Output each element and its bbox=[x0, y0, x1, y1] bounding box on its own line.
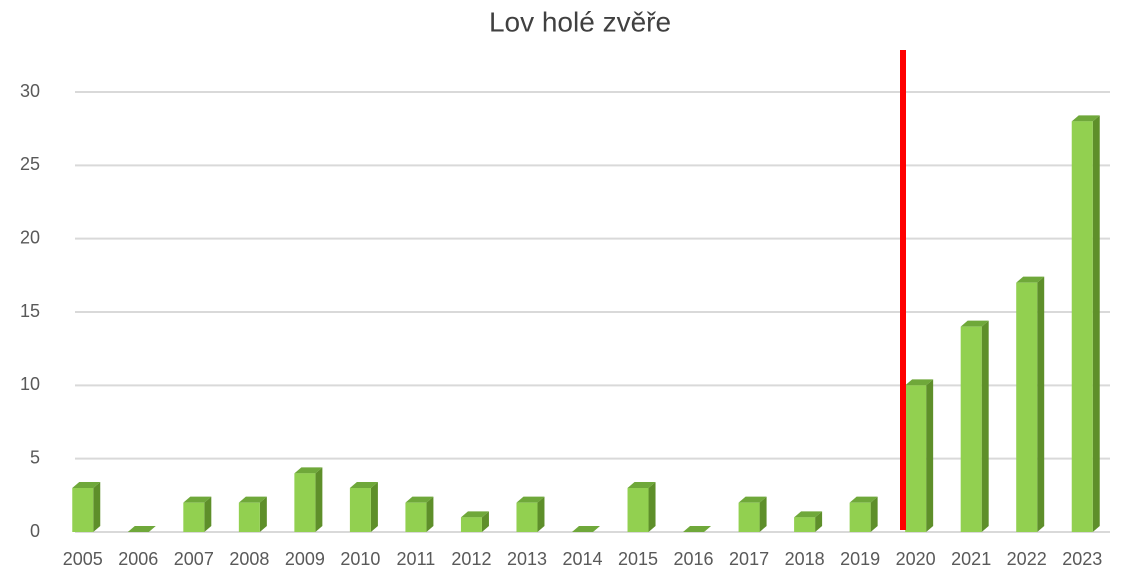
bar-side bbox=[815, 511, 823, 532]
x-tick-label: 2006 bbox=[118, 549, 158, 569]
bar-side bbox=[315, 467, 323, 532]
bar-top bbox=[1016, 276, 1045, 283]
x-tick-label: 2011 bbox=[397, 549, 436, 569]
bar-side bbox=[648, 482, 656, 532]
x-tick-label: 2013 bbox=[507, 549, 547, 569]
bar-top bbox=[405, 496, 434, 503]
y-tick-label: 20 bbox=[20, 227, 40, 247]
y-tick-label: 0 bbox=[30, 521, 40, 541]
x-tick-label: 2005 bbox=[63, 549, 103, 569]
bar-side bbox=[370, 482, 378, 532]
bar bbox=[627, 488, 649, 532]
x-tick-label: 2019 bbox=[840, 549, 880, 569]
x-tick-label: 2017 bbox=[729, 549, 769, 569]
x-tick-label: 2010 bbox=[340, 549, 380, 569]
bar-top bbox=[738, 496, 767, 503]
bar-side bbox=[870, 496, 878, 532]
x-tick-label: 2008 bbox=[229, 549, 269, 569]
x-tick-label: 2023 bbox=[1062, 549, 1102, 569]
bar-top bbox=[72, 482, 101, 488]
bar bbox=[738, 502, 760, 532]
x-tick-label: 2016 bbox=[674, 549, 714, 569]
divider-line bbox=[900, 50, 906, 530]
x-tick-label: 2022 bbox=[1007, 549, 1047, 569]
x-tick-label: 2018 bbox=[785, 549, 825, 569]
x-tick-label: 2015 bbox=[618, 549, 658, 569]
bar-top bbox=[460, 511, 489, 518]
y-tick-label: 25 bbox=[20, 154, 40, 174]
y-tick-label: 10 bbox=[20, 374, 40, 394]
y-tick-label: 5 bbox=[30, 447, 40, 467]
x-tick-label: 2012 bbox=[451, 549, 491, 569]
bar bbox=[238, 502, 260, 532]
bar-top bbox=[1071, 115, 1100, 122]
bar-top bbox=[905, 379, 934, 386]
y-tick-label: 15 bbox=[20, 301, 40, 321]
bar-side bbox=[259, 496, 267, 532]
bar bbox=[905, 385, 927, 532]
grid bbox=[75, 91, 1110, 533]
bar-side bbox=[204, 496, 212, 532]
bar bbox=[960, 326, 982, 532]
bar-top bbox=[572, 526, 600, 532]
bar bbox=[405, 502, 427, 532]
x-tick-label: 2014 bbox=[562, 549, 602, 569]
chart-title: Lov holé zvěře bbox=[489, 6, 671, 37]
bar-side bbox=[759, 496, 767, 532]
x-tick-label: 2021 bbox=[951, 549, 991, 569]
bar-top bbox=[516, 496, 545, 503]
bar bbox=[349, 488, 371, 532]
bar-side bbox=[1037, 276, 1045, 532]
bar bbox=[183, 502, 205, 532]
bar-top bbox=[127, 526, 156, 532]
bar bbox=[849, 502, 871, 532]
x-tick-label: 2020 bbox=[896, 549, 936, 569]
bar-top bbox=[349, 482, 378, 488]
y-tick-label: 30 bbox=[20, 81, 40, 101]
bar bbox=[294, 473, 316, 532]
bar bbox=[1016, 282, 1038, 532]
bar bbox=[460, 517, 482, 532]
bar-top bbox=[683, 526, 712, 532]
bar-top bbox=[794, 511, 823, 518]
bars bbox=[72, 115, 1100, 532]
bar-side bbox=[426, 496, 434, 532]
bar-side bbox=[537, 496, 545, 532]
bar bbox=[1071, 121, 1093, 532]
x-tick-label: 2009 bbox=[285, 549, 325, 569]
bar-side bbox=[93, 482, 101, 532]
bar-side bbox=[481, 511, 489, 532]
bar bbox=[794, 517, 816, 532]
x-tick-label: 2007 bbox=[174, 549, 214, 569]
bar-top bbox=[627, 482, 656, 488]
bar-top bbox=[238, 496, 267, 503]
bar bbox=[72, 488, 94, 532]
bar-top bbox=[183, 496, 212, 503]
bar-side bbox=[926, 379, 934, 532]
bar-top bbox=[960, 320, 989, 327]
bar-side bbox=[981, 320, 989, 532]
bar-top bbox=[294, 467, 323, 474]
bar-top bbox=[849, 496, 878, 503]
bar-side bbox=[1092, 115, 1100, 532]
bar bbox=[516, 502, 538, 532]
